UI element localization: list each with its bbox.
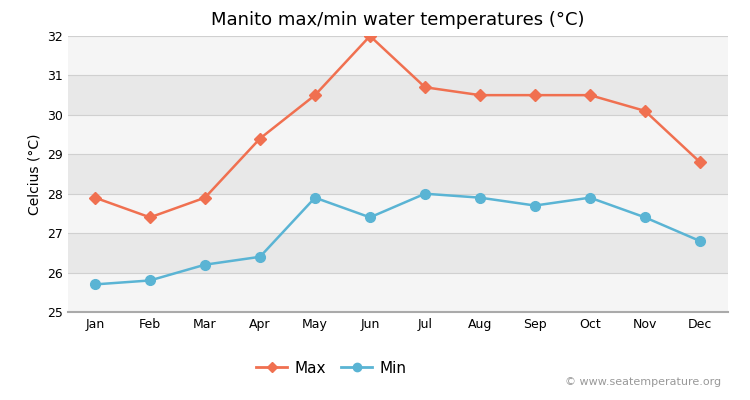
Min bbox=[586, 195, 595, 200]
Min bbox=[695, 239, 704, 244]
Min bbox=[91, 282, 100, 287]
Legend: Max, Min: Max, Min bbox=[251, 354, 413, 382]
Min bbox=[310, 195, 320, 200]
Text: © www.seatemperature.org: © www.seatemperature.org bbox=[565, 376, 721, 386]
Title: Manito max/min water temperatures (°C): Manito max/min water temperatures (°C) bbox=[211, 11, 584, 29]
Bar bbox=[68, 115, 728, 154]
Line: Max: Max bbox=[91, 32, 704, 222]
Bar bbox=[68, 194, 728, 233]
Max bbox=[146, 215, 154, 220]
Min bbox=[421, 191, 430, 196]
Min bbox=[640, 215, 650, 220]
Y-axis label: Celcius (°C): Celcius (°C) bbox=[27, 133, 41, 215]
Bar bbox=[68, 76, 728, 115]
Max bbox=[256, 136, 265, 141]
Max bbox=[200, 195, 209, 200]
Max bbox=[695, 160, 704, 164]
Min bbox=[146, 278, 154, 283]
Max bbox=[476, 93, 484, 98]
Min bbox=[530, 203, 539, 208]
Min bbox=[365, 215, 374, 220]
Max bbox=[91, 195, 100, 200]
Bar bbox=[68, 272, 728, 312]
Max bbox=[421, 85, 430, 90]
Min bbox=[200, 262, 209, 267]
Min bbox=[256, 254, 265, 259]
Bar bbox=[68, 233, 728, 272]
Max bbox=[310, 93, 320, 98]
Max bbox=[586, 93, 595, 98]
Bar bbox=[68, 36, 728, 76]
Max bbox=[530, 93, 539, 98]
Bar bbox=[68, 154, 728, 194]
Max bbox=[365, 34, 374, 38]
Max bbox=[640, 108, 650, 113]
Line: Min: Min bbox=[90, 189, 705, 289]
Min bbox=[476, 195, 484, 200]
